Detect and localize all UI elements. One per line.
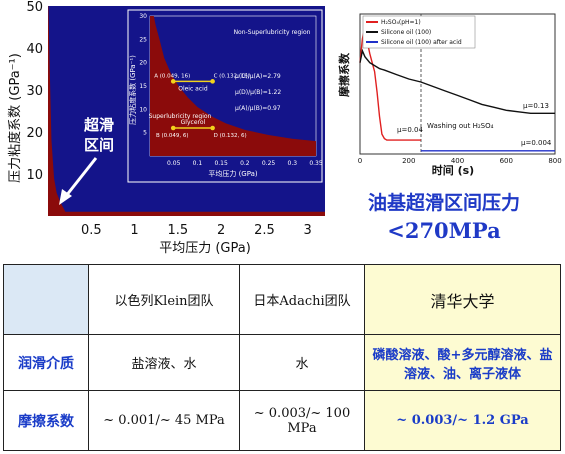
oleic-acid-label: Oleic acid — [178, 85, 208, 92]
inset-ytick-label: 5 — [143, 130, 147, 137]
table-header-row: 以色列Klein团队 日本Adachi团队 清华大学 — [3, 264, 561, 335]
friction-xtick-label: 600 — [500, 157, 513, 165]
main-annotation-arrowhead — [59, 189, 72, 205]
friction-ylabel: 摩擦系数 — [337, 52, 351, 97]
main-xtick-label: 3 — [304, 223, 312, 238]
table-corner — [3, 264, 89, 335]
inset-xtick-label: 0.35 — [309, 160, 323, 167]
cell-adachi-friction: ~ 0.003/~ 100 MPa — [239, 390, 365, 451]
inset-ytick-label: 10 — [139, 106, 147, 113]
main-ytick-label: 30 — [26, 84, 43, 99]
inset-ylabel: 压力粘度系数 (GPa⁻¹) — [128, 55, 137, 125]
friction-chart: 摩擦系数 0 200 400 600 800 时间 (s) H₂SO₄(pH=1) Si… — [337, 13, 562, 177]
inset-xtick-label: 0.25 — [262, 160, 276, 167]
header-klein: 以色列Klein团队 — [88, 264, 240, 335]
legend-box — [362, 15, 476, 49]
caption-line1: 油基超滑区间压力 — [367, 192, 520, 214]
main-xtick-label: 2.5 — [254, 223, 275, 238]
header-adachi: 日本Adachi团队 — [239, 264, 365, 335]
friction-xtick-label: 200 — [402, 157, 415, 165]
inset-ytick-label: 20 — [139, 60, 147, 67]
main-xtick-label: 1.5 — [168, 223, 189, 238]
inset-region-label-non: Non-Superlubricity region — [234, 29, 311, 36]
friction-xtick-label: 800 — [548, 157, 561, 165]
table-row: 润滑介质 盐溶液、水 水 磷酸溶液、酸+多元醇溶液、盐溶液、油、离子液体 — [3, 334, 561, 391]
inset-equation-1: μ(C)/μ(A)=2.79 — [235, 73, 281, 80]
main-ylabel: 压力粘度系数 (GPa⁻¹) — [7, 53, 23, 183]
caption-line2: <270MPa — [387, 218, 501, 243]
main-xtick-label: 1 — [130, 223, 138, 238]
friction-xlabel: 时间 (s) — [432, 163, 474, 177]
main-xticks: 0.5 1 1.5 2 2.5 3 — [81, 223, 312, 238]
inset-xticks: 0.05 0.1 0.15 0.2 0.25 0.3 0.35 — [167, 160, 323, 167]
comparison-table: 以色列Klein团队 日本Adachi团队 清华大学 润滑介质 盐溶液、水 水 … — [3, 264, 561, 451]
inset-point-c — [210, 79, 215, 84]
inset-point-label-c: C (0.132, 16) — [214, 73, 250, 79]
inset-region-label-super: Superlubricity region — [149, 113, 212, 120]
inset-xtick-label: 0.3 — [288, 160, 298, 167]
legend-oil-after: Silicone oil (100) after acid — [381, 39, 462, 46]
friction-legend: H₂SO₄(pH=1) Silicone oil (100) Silicone … — [362, 15, 476, 49]
inset-xtick-label: 0.05 — [167, 160, 181, 167]
inset-yticks: 5 10 15 20 25 30 — [139, 13, 147, 137]
row-label-medium: 润滑介质 — [3, 334, 89, 391]
cell-adachi-medium: 水 — [239, 334, 365, 391]
main-xtick-label: 0.5 — [81, 223, 102, 238]
annotation-washing: Washing out H₂SO₄ — [427, 122, 494, 130]
main-ytick-label: 10 — [26, 168, 43, 183]
inset-point-d — [210, 125, 215, 131]
inset-xtick-label: 0.15 — [214, 160, 228, 167]
table-row: 摩擦系数 ~ 0.001/~ 45 MPa ~ 0.003/~ 100 MPa … — [3, 390, 561, 451]
main-xtick-label: 2 — [217, 223, 225, 238]
main-yticks: 10 20 30 40 50 — [26, 0, 43, 183]
series-line-1 — [359, 48, 555, 115]
inset-ytick-label: 25 — [139, 36, 147, 43]
header-tsinghua: 清华大学 — [364, 264, 561, 335]
inset-ytick-label: 15 — [139, 83, 147, 90]
glycerol-label: Glycerol — [181, 119, 206, 126]
main-annotation-line2: 区间 — [84, 136, 114, 154]
main-xlabel: 平均压力 (GPa) — [159, 241, 251, 256]
legend-acid: H₂SO₄(pH=1) — [381, 19, 421, 26]
inset-point-label-a: A (0.049, 16) — [154, 73, 190, 79]
inset-xtick-label: 0.2 — [240, 160, 250, 167]
friction-xtick-label: 0 — [358, 157, 362, 165]
main-annotation-line1: 超滑 — [83, 116, 114, 134]
annotation-mu-oil: μ=0.13 — [523, 102, 549, 110]
main-ytick-label: 40 — [26, 42, 43, 57]
inset-point-b — [170, 125, 176, 131]
row-label-friction: 摩擦系数 — [3, 390, 89, 451]
inset-point-label-d: D (0.132, 6) — [214, 133, 247, 139]
main-ytick-label: 20 — [26, 126, 43, 141]
inset-ytick-label: 30 — [139, 13, 147, 20]
inset-point-a — [170, 79, 176, 84]
main-annotation-arrow — [64, 157, 98, 197]
cell-klein-friction: ~ 0.001/~ 45 MPa — [88, 390, 240, 451]
annotation-mu-after: μ=0.004 — [521, 139, 552, 147]
inset-equation-3: μ(A)/μ(B)=0.97 — [235, 105, 281, 112]
inset-point-label-b: B (0.049, 6) — [156, 133, 189, 139]
legend-oil: Silicone oil (100) — [381, 29, 431, 36]
cell-tsinghua-friction: ~ 0.003/~ 1.2 GPa — [364, 390, 561, 451]
inset-region — [150, 16, 316, 156]
inset-xtick-label: 0.1 — [193, 160, 203, 167]
cell-klein-medium: 盐溶液、水 — [88, 334, 240, 391]
cell-tsinghua-medium: 磷酸溶液、酸+多元醇溶液、盐溶液、油、离子液体 — [364, 334, 561, 391]
friction-xticks: 0 200 400 600 800 — [358, 157, 562, 165]
inset-xlabel: 平均压力 (GPa) — [208, 169, 258, 178]
main-ytick-label: 50 — [26, 0, 43, 15]
inset-equation-2: μ(D)/μ(B)=1.22 — [235, 89, 281, 96]
main-chart: 压力粘度系数 (GPa⁻¹) 10 20 30 40 50 0.5 1 1.5 2 2.5 3 平… — [7, 0, 325, 256]
friction-xtick-label: 400 — [451, 157, 464, 165]
inset-points: Oleic acid Glycerol A (0.049, 16) C (0.132,… — [154, 73, 250, 139]
annotation-mu-acid: μ=0.04 — [397, 126, 423, 134]
